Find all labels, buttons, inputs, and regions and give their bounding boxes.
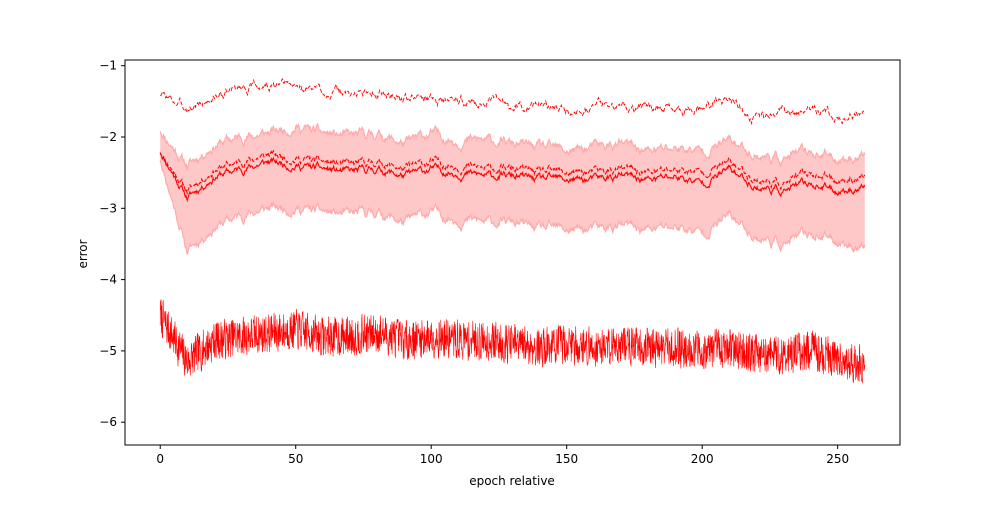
series-noisy-bottom-line [159,299,866,384]
y-tick-label: −4 [99,273,117,287]
confidence-band-layer [159,122,866,255]
series-upper-dashed-line [160,78,865,126]
y-tick-label: −6 [99,415,117,429]
series-solid-mean-line [159,152,866,203]
series-dashed-mean-line [159,149,866,195]
y-tick-label: −5 [99,344,117,358]
confidence-band [160,124,865,255]
y-tick-label: −2 [99,130,117,144]
y-axis-ticks: −6 −5 −4 −3 −2 −1 [99,59,125,429]
x-tick-label: 100 [420,452,443,466]
y-tick-label: −1 [99,59,117,73]
band-lower-edge-line [159,159,866,255]
x-tick-label: 150 [555,452,578,466]
x-tick-label: 50 [288,452,303,466]
x-axis-label: epoch relative [469,474,555,488]
x-tick-label: 200 [691,452,714,466]
series-lines-layer [159,78,866,384]
y-axis-label: error [76,239,90,268]
plot-frame [124,59,901,446]
x-axis-ticks: 0 50 100 150 200 250 [156,445,849,466]
band-upper-edge-line [159,122,866,172]
y-tick-label: −3 [99,201,117,215]
x-tick-label: 250 [826,452,849,466]
x-tick-label: 0 [156,452,164,466]
